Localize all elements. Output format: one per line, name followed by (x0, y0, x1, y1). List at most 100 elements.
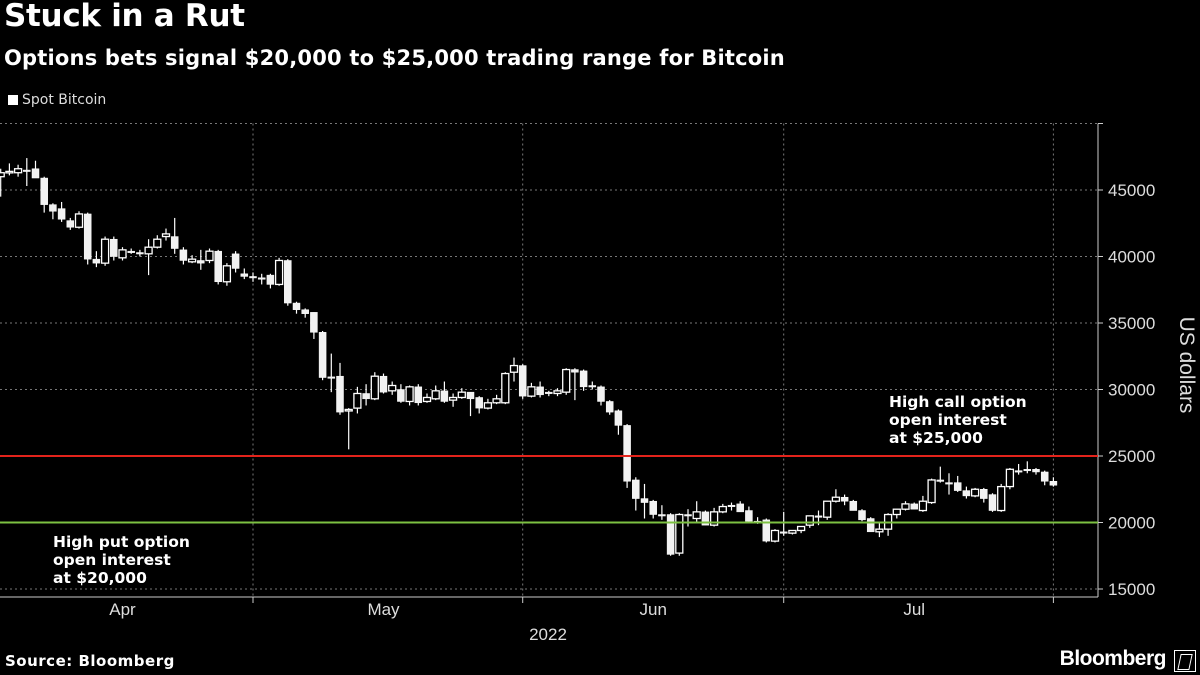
candle-up (796, 525, 806, 532)
candle-down (736, 503, 744, 513)
candle-up (388, 384, 397, 392)
candle-up (5, 170, 14, 174)
candle-down (440, 390, 449, 402)
call-annotation-line: at $25,000 (889, 429, 983, 447)
y-tick-label: 30000 (1108, 381, 1155, 400)
y-tick-label: 40000 (1108, 248, 1155, 267)
candle-down (379, 375, 388, 393)
call-annotation-line: High call option (889, 393, 1027, 411)
put-annotation-line: High put option (53, 533, 190, 551)
candle-up (892, 508, 901, 516)
candle-down (49, 204, 57, 212)
candle-down (779, 531, 788, 534)
x-axis-label: 2022 (529, 625, 567, 644)
candle-up (187, 258, 197, 263)
candle-down (980, 489, 988, 499)
x-tick-label: Apr (109, 600, 136, 619)
candle-up (222, 265, 232, 283)
candle-up (709, 511, 719, 526)
candle-down (579, 370, 588, 388)
y-tick-label: 45000 (1108, 181, 1155, 200)
candle-down (588, 385, 597, 388)
put-annotation-line: open interest (53, 551, 171, 569)
candle-up (344, 408, 353, 412)
legend: Spot Bitcoin (8, 92, 106, 108)
bloomberg-terminal-icon (1174, 650, 1196, 672)
candle-up (0, 172, 5, 178)
candle-down (466, 391, 475, 400)
candle-up (509, 364, 519, 373)
candle-up (431, 390, 440, 400)
x-tick-label: May (367, 600, 400, 619)
source-note: Source: Bloomberg (5, 652, 175, 670)
candle-up (675, 513, 684, 554)
candle-down (536, 386, 544, 396)
candle-down (475, 397, 483, 409)
call-annotation: High call option open interest at $25,00… (889, 393, 1027, 447)
candle-down (327, 376, 336, 379)
candle-down (266, 274, 275, 285)
candle-down (23, 169, 31, 172)
candle-up (353, 392, 362, 409)
candle-up (805, 515, 814, 526)
candle-down (623, 425, 631, 482)
candle-down (701, 511, 710, 526)
candle-up (483, 402, 493, 409)
candle-up (13, 168, 23, 174)
candle-up (918, 500, 928, 512)
candle-down (66, 220, 75, 228)
candle-down (92, 258, 101, 264)
candle-up (422, 396, 432, 403)
candle-up (788, 529, 797, 534)
candle-down (127, 250, 135, 253)
candle-down (136, 252, 144, 255)
candle-down (362, 393, 370, 400)
call-annotation-line: open interest (889, 411, 1007, 429)
candle-up (718, 505, 727, 513)
y-tick-label: 15000 (1108, 580, 1155, 599)
candle-down (240, 273, 249, 277)
candle-up (970, 488, 980, 497)
candle-down (83, 213, 92, 260)
candle-down (170, 236, 179, 249)
candle-up (205, 250, 214, 262)
candle-down (988, 494, 997, 511)
candle-down (310, 312, 318, 333)
candle-up (370, 375, 379, 400)
candle-down (866, 518, 875, 533)
candle-down (40, 177, 48, 205)
candle-down (762, 519, 771, 542)
candle-up (153, 238, 162, 248)
candle-down (658, 514, 666, 517)
x-tick-label: Jul (903, 600, 925, 619)
candle-down (745, 510, 753, 522)
candle-up (1005, 468, 1015, 488)
candle-down (666, 514, 675, 555)
legend-label-spot-bitcoin: Spot Bitcoin (22, 92, 107, 108)
candle-down (632, 479, 640, 499)
candle-up (927, 479, 936, 504)
candle-up (770, 529, 780, 542)
candle-down (945, 482, 953, 485)
candle-down (414, 386, 423, 404)
candle-up (74, 213, 84, 228)
candle-up (118, 249, 127, 259)
candle-down (1049, 481, 1058, 486)
y-tick-label: 25000 (1108, 447, 1155, 466)
candle-up (501, 372, 510, 404)
candle-down (214, 250, 222, 283)
candle-down (257, 277, 266, 280)
candle-down (518, 365, 527, 397)
candle-down (301, 309, 309, 314)
candle-up (161, 233, 171, 238)
candle-down (231, 253, 240, 269)
candle-up (527, 386, 536, 397)
candle-up (692, 511, 701, 520)
x-tick-label: Jun (639, 600, 666, 619)
put-annotation: High put option open interest at $20,000 (53, 533, 190, 587)
candle-down (249, 276, 257, 279)
candle-up (997, 485, 1006, 512)
candle-down (814, 515, 823, 518)
candle-up (274, 259, 284, 286)
